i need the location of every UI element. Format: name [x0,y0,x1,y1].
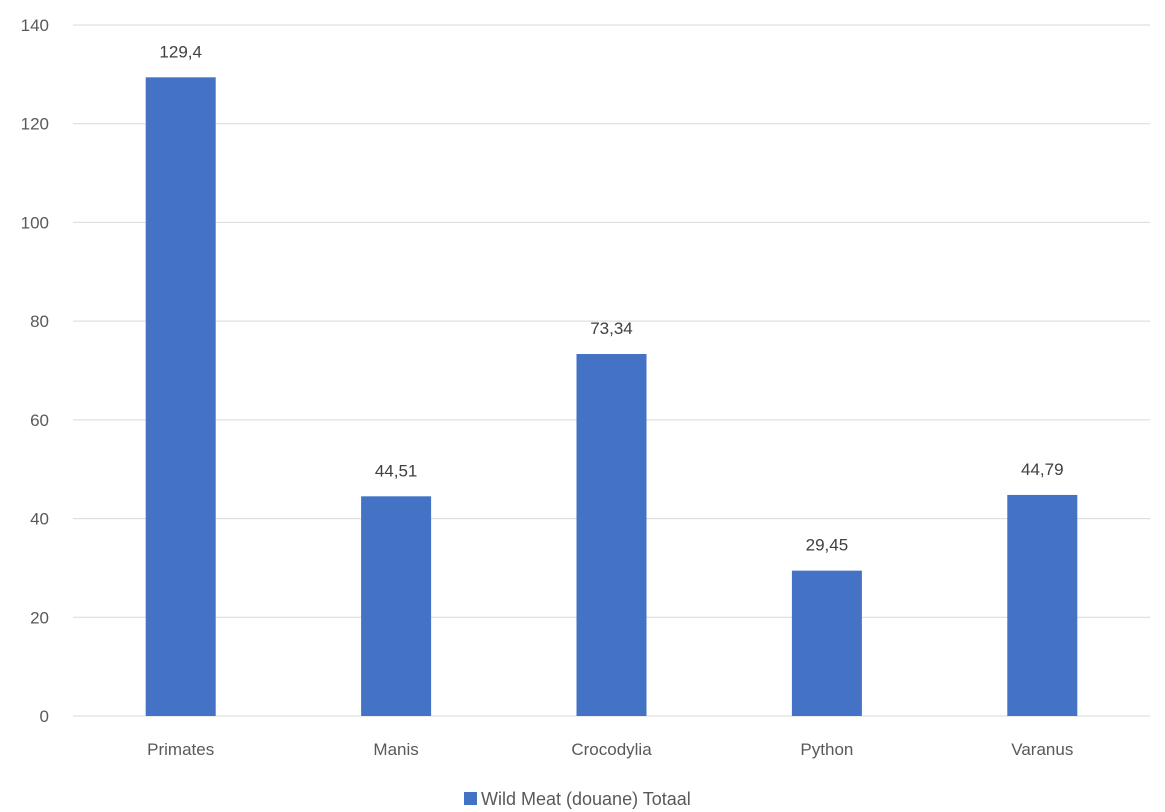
y-tick-label: 80 [30,312,49,331]
legend-label: Wild Meat (douane) Totaal [481,789,691,809]
data-labels: 129,4 44,51 73,34 29,45 44,79 [159,42,1063,554]
x-tick-label-crocodylia: Crocodylia [571,740,652,759]
bars [145,77,1078,716]
bar-crocodylia [576,354,647,716]
y-tick-label: 20 [30,608,49,627]
x-tick-label-python: Python [800,740,853,759]
data-label-primates: 129,4 [159,42,202,61]
bar-python [791,570,862,716]
bar-primates [145,77,216,716]
y-tick-label: 0 [40,707,49,726]
legend: Wild Meat (douane) Totaal [464,789,691,809]
x-tick-label-manis: Manis [373,740,418,759]
y-tick-label: 40 [30,510,49,529]
x-axis-tick-labels: Primates Manis Crocodylia Python Varanus [147,740,1073,759]
y-tick-label: 100 [21,213,49,232]
y-tick-label: 120 [21,115,49,134]
legend-swatch [464,792,477,805]
data-label-varanus: 44,79 [1021,460,1064,479]
x-tick-label-primates: Primates [147,740,214,759]
y-axis-tick-labels: 0 20 40 60 80 100 120 140 [21,16,49,726]
data-label-manis: 44,51 [375,461,418,480]
data-label-crocodylia: 73,34 [590,319,633,338]
bar-manis [361,496,432,716]
x-tick-label-varanus: Varanus [1011,740,1073,759]
y-tick-label: 60 [30,411,49,430]
y-tick-label: 140 [21,16,49,35]
data-label-python: 29,45 [806,536,849,555]
bar-varanus [1007,494,1078,716]
